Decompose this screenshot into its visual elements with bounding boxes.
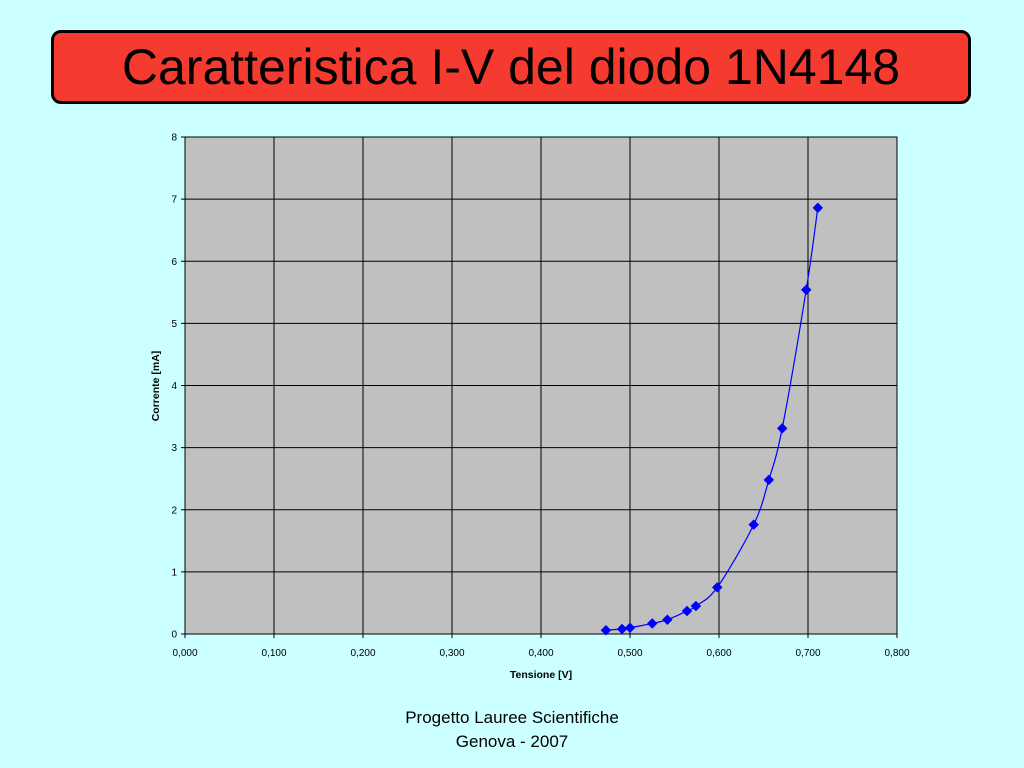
y-tick-label: 3 xyxy=(171,443,177,454)
y-tick-label: 2 xyxy=(171,505,177,516)
grid-lines xyxy=(185,136,898,634)
x-tick-label: 0,400 xyxy=(528,648,553,659)
y-tick-label: 5 xyxy=(171,319,177,330)
data-point xyxy=(748,519,760,531)
data-point xyxy=(646,618,658,629)
x-tick-label: 0,800 xyxy=(884,648,909,659)
x-axis-label: Tensione [V] xyxy=(510,669,572,681)
footer: Progetto Lauree Scientifiche Genova - 20… xyxy=(312,706,712,754)
data-point xyxy=(662,614,673,626)
y-axis-label: Corrente [mA] xyxy=(150,351,162,422)
data-markers xyxy=(600,202,824,636)
data-point xyxy=(681,605,693,617)
x-tick-label: 0,700 xyxy=(795,648,820,659)
y-tick-labels: 0 1 2 3 4 5 6 7 8 xyxy=(171,133,177,641)
slide-title-box: Caratteristica I-V del diodo 1N4148 xyxy=(51,30,971,104)
footer-city-year: Genova - 2007 xyxy=(455,732,569,751)
data-point xyxy=(600,624,612,636)
y-tick-label: 6 xyxy=(171,257,177,268)
axes xyxy=(181,136,898,638)
data-point xyxy=(711,582,723,593)
data-point xyxy=(812,202,824,214)
data-point xyxy=(800,284,812,296)
x-tick-label: 0,100 xyxy=(261,648,286,659)
data-point xyxy=(763,474,775,486)
x-tick-label: 0,000 xyxy=(172,648,197,659)
x-tick-label: 0,500 xyxy=(617,648,642,659)
y-tick-label: 0 xyxy=(171,630,177,641)
x-tick-label: 0,300 xyxy=(439,648,464,659)
x-tick-label: 0,200 xyxy=(350,648,375,659)
x-tick-labels: 0,000 0,100 0,200 0,300 0,400 0,500 0,600 0,700… xyxy=(172,648,909,659)
y-tick-label: 4 xyxy=(171,381,177,392)
x-tick-label: 0,600 xyxy=(706,648,731,659)
y-tick-label: 7 xyxy=(171,195,177,206)
data-point xyxy=(776,423,788,434)
slide-title: Caratteristica I-V del diodo 1N4148 xyxy=(121,39,901,95)
y-tick-label: 8 xyxy=(171,133,177,144)
data-point xyxy=(624,622,636,634)
data-point xyxy=(690,600,702,612)
footer-project: Progetto Lauree Scientifiche xyxy=(405,708,619,727)
y-tick-label: 1 xyxy=(171,567,177,578)
